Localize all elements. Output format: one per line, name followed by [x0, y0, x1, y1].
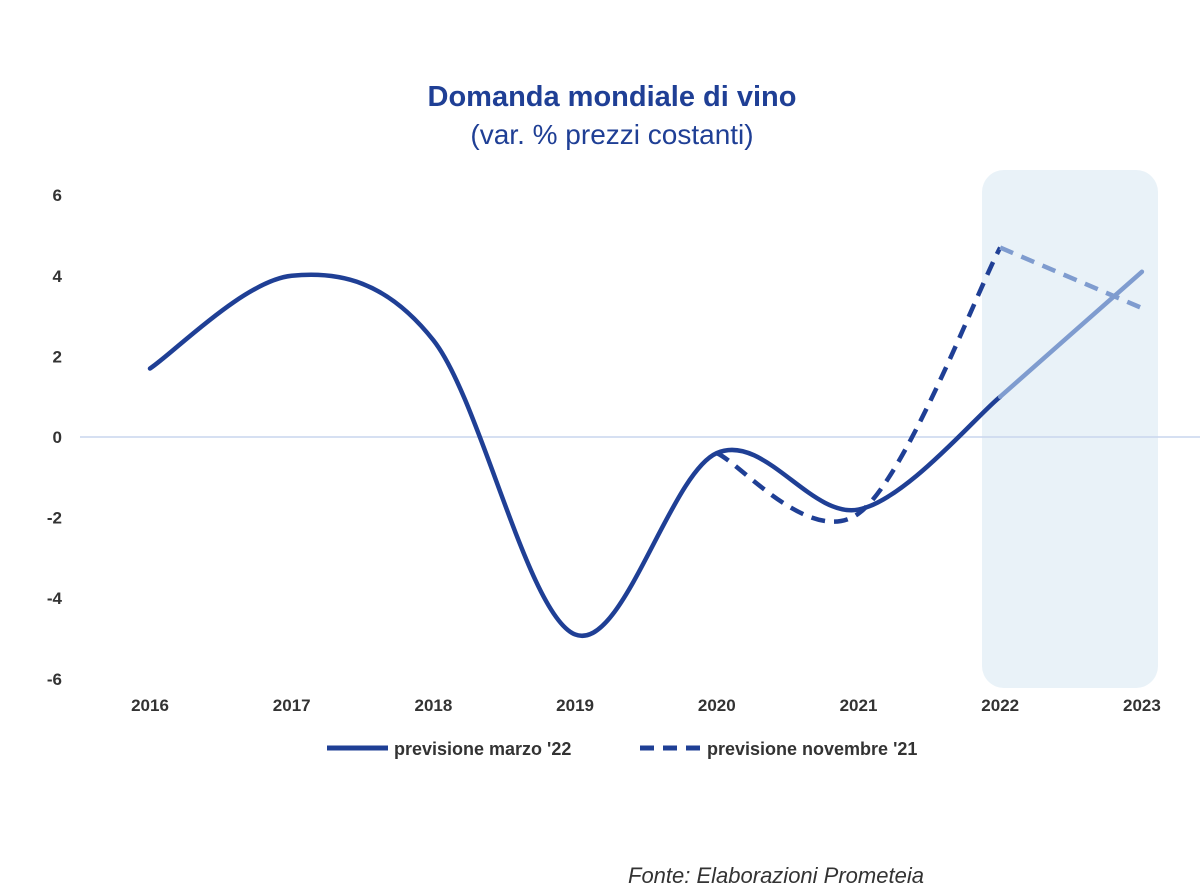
x-tick-label: 2020 — [698, 696, 736, 715]
legend: previsione marzo '22 previsione novembre… — [327, 739, 917, 759]
x-tick-label: 2021 — [840, 696, 878, 715]
series-forecast-0 — [997, 269, 1145, 399]
series-line-1 — [715, 246, 1003, 524]
y-axis: 6 4 2 0 -2 -4 -6 — [47, 186, 63, 689]
y-tick-label: -4 — [47, 589, 63, 608]
y-tick-label: 6 — [53, 186, 62, 205]
x-tick-label: 2022 — [981, 696, 1019, 715]
forecast-shade — [982, 170, 1158, 688]
y-tick-label: -6 — [47, 670, 62, 689]
series-forecast-1 — [999, 245, 1143, 311]
y-tick-label: -2 — [47, 509, 62, 528]
x-tick-label: 2019 — [556, 696, 594, 715]
source-note: Fonte: Elaborazioni Prometeia — [628, 863, 924, 888]
chart-subtitle: (var. % prezzi costanti) — [470, 119, 753, 150]
y-tick-label: 0 — [53, 428, 62, 447]
legend-label-novembre: previsione novembre '21 — [707, 739, 917, 759]
x-tick-label: 2023 — [1123, 696, 1161, 715]
x-axis: 2016 2017 2018 2019 2020 2021 2022 2023 — [131, 696, 1161, 715]
chart-title: Domanda mondiale di vino — [428, 81, 797, 113]
y-tick-label: 4 — [53, 267, 63, 286]
series-line-0 — [147, 272, 1003, 639]
x-tick-label: 2018 — [414, 696, 452, 715]
y-tick-label: 2 — [53, 347, 62, 366]
x-tick-label: 2016 — [131, 696, 169, 715]
series-layer — [147, 245, 1145, 639]
x-tick-label: 2017 — [273, 696, 311, 715]
legend-label-marzo: previsione marzo '22 — [394, 739, 571, 759]
